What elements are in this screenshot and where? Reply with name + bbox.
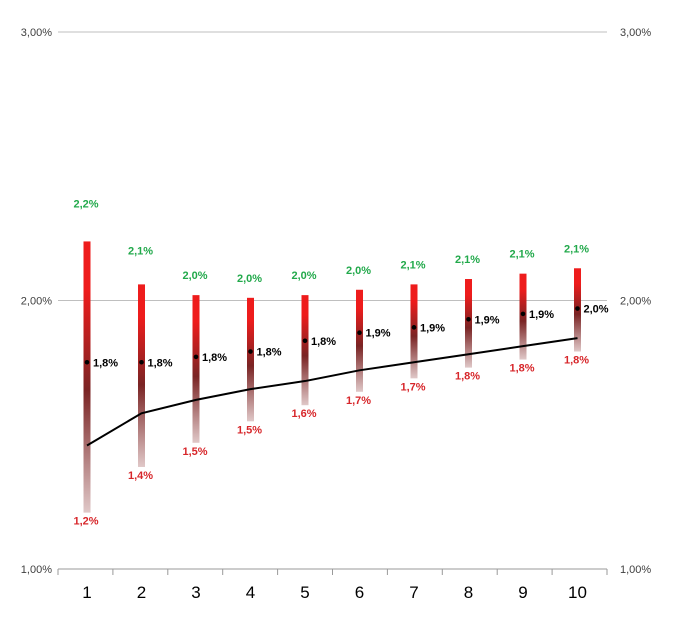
low-label: 1,4% (128, 470, 153, 482)
mid-point-label: 1,8% (202, 352, 227, 364)
y-tick-label-left: 3,00% (21, 27, 52, 39)
x-tick-label: 3 (191, 583, 200, 602)
x-tick-label: 5 (300, 583, 309, 602)
grid-layer: 3,00% 3,00% 2,00% 2,00% 1,00% 1,00% 1 2 3 4 5 6 7 8 9 1… (21, 27, 652, 602)
mid-point-label: 1,9% (475, 314, 500, 326)
high-label: 2,0% (182, 270, 207, 282)
range-bars (83, 241, 581, 513)
y-tick-label-left: 1,00% (21, 564, 52, 576)
mid-point (411, 325, 417, 330)
x-tick-label: 8 (464, 583, 473, 602)
mid-point-label: 1,8% (148, 357, 173, 369)
low-label: 1,8% (509, 363, 534, 375)
low-label: 1,8% (455, 371, 480, 383)
high-label: 2,1% (128, 245, 153, 257)
mid-point-label: 1,9% (420, 322, 445, 334)
high-label: 2,1% (455, 254, 480, 266)
range-bar (410, 284, 418, 379)
x-tick-label: 9 (518, 583, 527, 602)
high-label: 2,0% (237, 273, 262, 285)
mid-point (193, 354, 199, 360)
range-bar (519, 273, 527, 360)
range-bar (83, 241, 91, 513)
mid-point (575, 306, 580, 311)
mid-point-label: 1,8% (257, 347, 282, 359)
mid-point (466, 316, 471, 322)
low-label: 1,7% (400, 381, 425, 393)
high-label: 2,0% (346, 265, 371, 277)
range-bar (356, 289, 363, 392)
x-tick-label: 7 (409, 583, 418, 602)
x-tick-label: 6 (355, 583, 364, 602)
mid-point-label: 1,8% (93, 357, 118, 369)
x-tick-label: 2 (137, 583, 146, 602)
range-bar (465, 279, 472, 368)
low-label: 1,8% (564, 355, 589, 367)
trend-line (86, 337, 578, 447)
range-bar (247, 297, 254, 422)
range-bar (192, 295, 200, 443)
mid-point (248, 349, 253, 354)
high-label: 2,1% (509, 249, 534, 261)
mid-point (139, 359, 144, 365)
x-tick-label: 1 (82, 583, 91, 602)
y-tick-label-right: 2,00% (620, 296, 651, 308)
mid-point-label: 1,9% (366, 328, 391, 340)
high-label: 2,0% (291, 270, 316, 282)
low-label: 1,5% (237, 424, 262, 436)
trend-line-layer (86, 337, 578, 447)
mid-point (302, 338, 308, 344)
low-label: 1,7% (346, 395, 371, 407)
mid-point (357, 330, 362, 336)
y-tick-label-right: 1,00% (620, 564, 651, 576)
y-tick-label-right: 3,00% (620, 27, 651, 39)
x-tick-label: 4 (246, 583, 255, 602)
mid-point-label: 1,9% (529, 309, 554, 321)
high-label: 2,1% (400, 259, 425, 271)
low-label: 1,2% (73, 516, 98, 528)
low-label: 1,5% (182, 446, 207, 458)
label-layer: 1,8% 1,8% 1,8% 1,8% 1,8% 1,9% 1,9% 1,9% 1,9% 2,0%… (73, 198, 608, 527)
high-label: 2,2% (73, 198, 98, 210)
high-label: 2,1% (564, 243, 589, 255)
range-bar (301, 295, 309, 406)
mid-point-label: 2,0% (584, 304, 609, 316)
x-tick-label: 10 (568, 583, 587, 602)
low-label: 1,6% (291, 408, 316, 420)
range-bar (138, 284, 145, 467)
mid-point (84, 359, 90, 365)
mid-point (520, 311, 526, 317)
y-tick-label-left: 2,00% (21, 296, 52, 308)
mid-point-label: 1,8% (311, 336, 336, 348)
